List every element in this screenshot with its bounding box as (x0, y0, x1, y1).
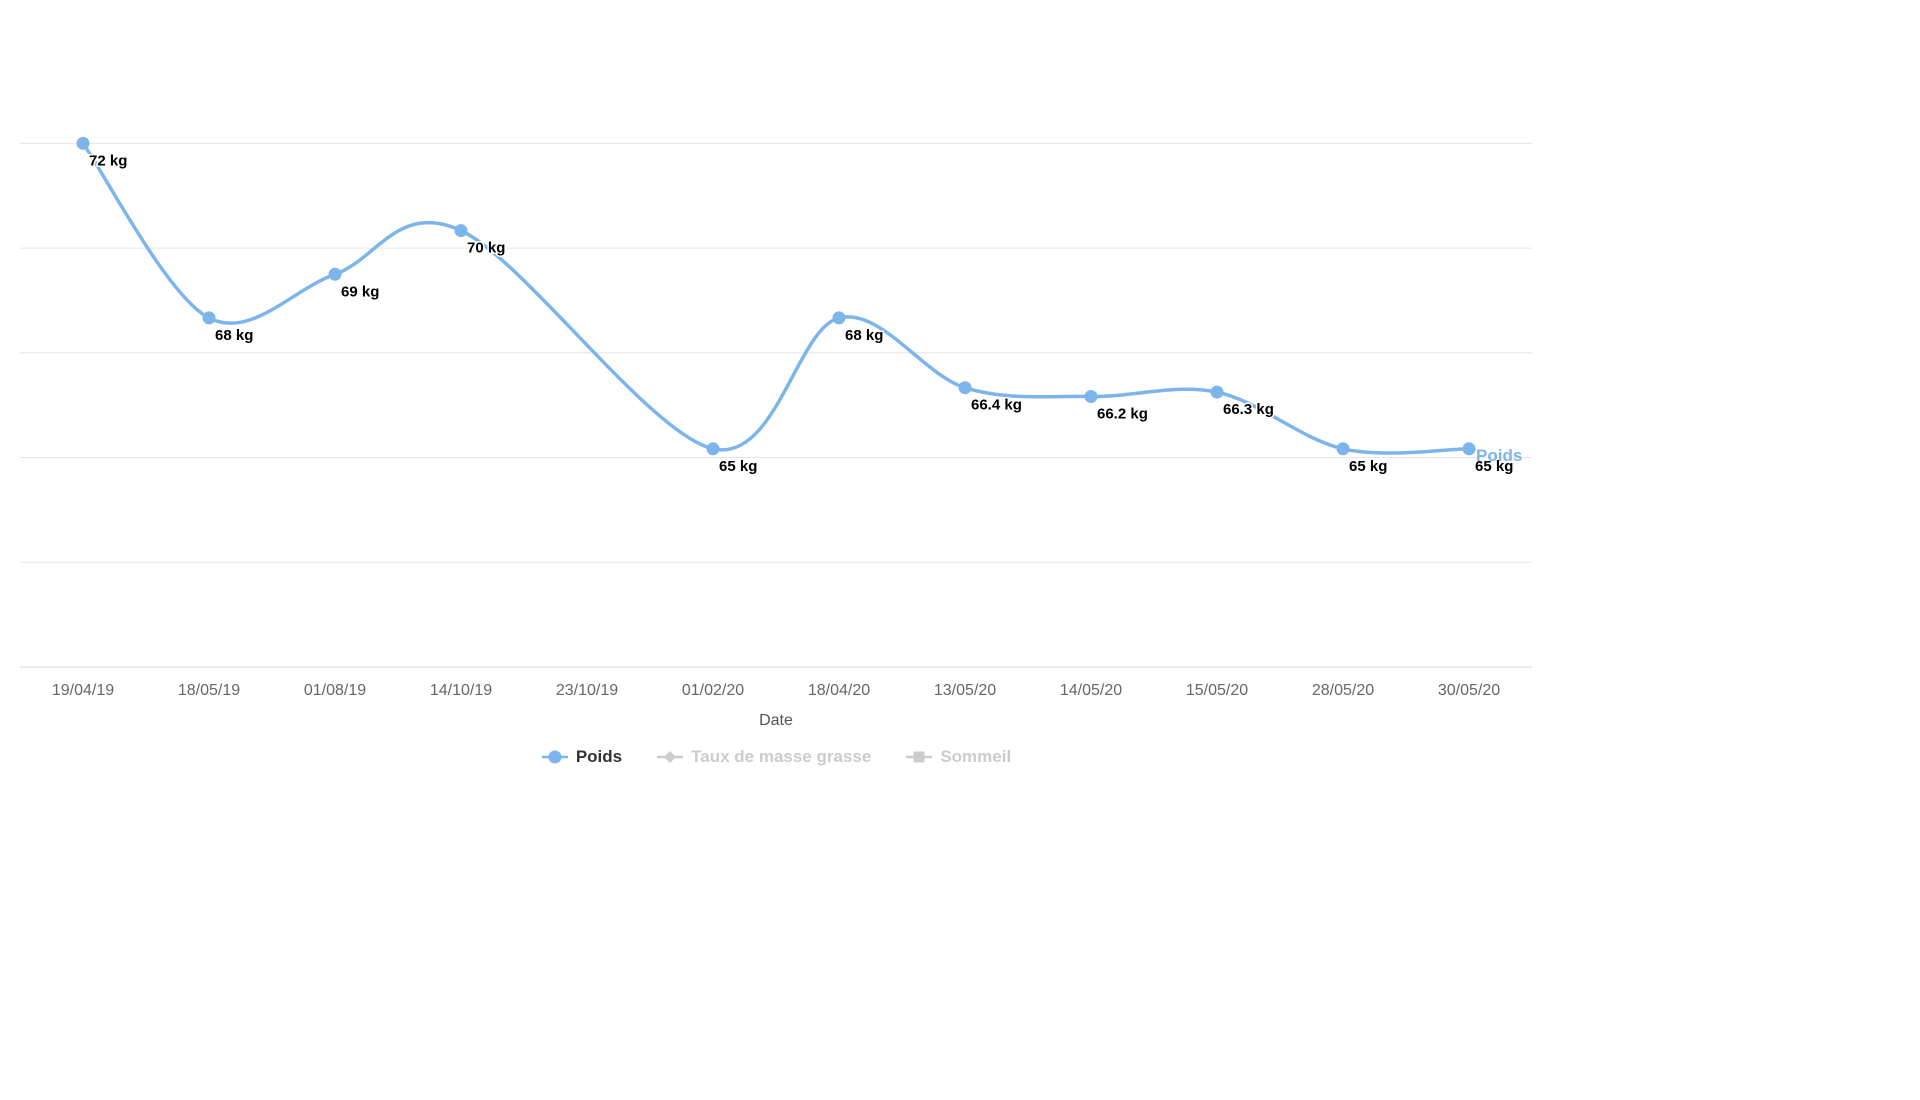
x-axis-label: 19/04/19 (52, 682, 114, 699)
x-axis-label: 13/05/20 (934, 682, 996, 699)
data-label-poids: 65 kg (1475, 458, 1513, 475)
data-point-poids[interactable] (76, 136, 90, 150)
chart-legend: Poids Taux de masse grasse Sommeil (20, 748, 1532, 765)
x-axis-label: 23/10/19 (556, 682, 618, 699)
series-end-label: Poids (1476, 446, 1522, 465)
data-point-poids[interactable] (1084, 390, 1098, 403)
data-label-poids: 70 kg (467, 240, 505, 257)
x-axis-label: 14/10/19 (430, 682, 492, 699)
data-point-poids[interactable] (832, 311, 846, 325)
data-label-poids: 72 kg (89, 152, 127, 169)
x-axis-label: 28/05/20 (1312, 682, 1374, 699)
diamond-marker-icon (657, 750, 684, 763)
data-point-poids[interactable] (454, 224, 468, 238)
data-label-poids: 66.3 kg (1223, 401, 1274, 418)
x-axis-label: 01/02/20 (682, 682, 744, 699)
data-label-poids: 68 kg (845, 327, 883, 344)
circle-marker-icon (541, 750, 568, 763)
data-label-poids: 66.2 kg (1097, 406, 1148, 423)
data-point-poids[interactable] (328, 267, 342, 281)
square-marker-icon (906, 751, 933, 762)
data-point-poids[interactable] (706, 442, 720, 456)
chart-canvas: 19/04/19 18/05/19 01/08/19 14/10/19 23/10/19… (20, 136, 1532, 729)
legend-item-poids[interactable]: Poids (541, 748, 622, 765)
series-line-poids (81, 141, 1471, 455)
data-label-poids: 65 kg (1349, 458, 1387, 475)
data-point-poids[interactable] (958, 381, 972, 395)
legend-label-poids: Poids (575, 747, 623, 766)
x-axis-label: 14/05/20 (1060, 682, 1122, 699)
legend-item-taux-de-masse-grasse[interactable]: Taux de masse grasse (656, 748, 871, 765)
x-axis-label: 30/05/20 (1438, 682, 1500, 699)
data-label-poids: 66.4 kg (971, 397, 1022, 414)
legend-item-sommeil[interactable]: Sommeil (905, 748, 1011, 765)
data-label-poids: 65 kg (719, 458, 757, 475)
x-axis-label: 18/04/20 (808, 682, 870, 699)
x-axis-label: 15/05/20 (1186, 682, 1248, 699)
legend-label-sommeil: Sommeil (940, 747, 1012, 766)
x-axis-label: 18/05/19 (178, 682, 240, 699)
data-point-poids[interactable] (1210, 385, 1224, 399)
data-label-poids: 68 kg (215, 327, 253, 344)
data-point-poids[interactable] (202, 311, 216, 325)
legend-label-taux-de-masse-grasse: Taux de masse grasse (691, 747, 872, 766)
data-point-poids[interactable] (1336, 442, 1350, 456)
data-label-poids: 69 kg (341, 283, 379, 300)
data-point-poids[interactable] (1462, 442, 1476, 456)
x-axis-label: 01/08/19 (304, 682, 366, 699)
x-axis-title: Date (759, 712, 793, 729)
